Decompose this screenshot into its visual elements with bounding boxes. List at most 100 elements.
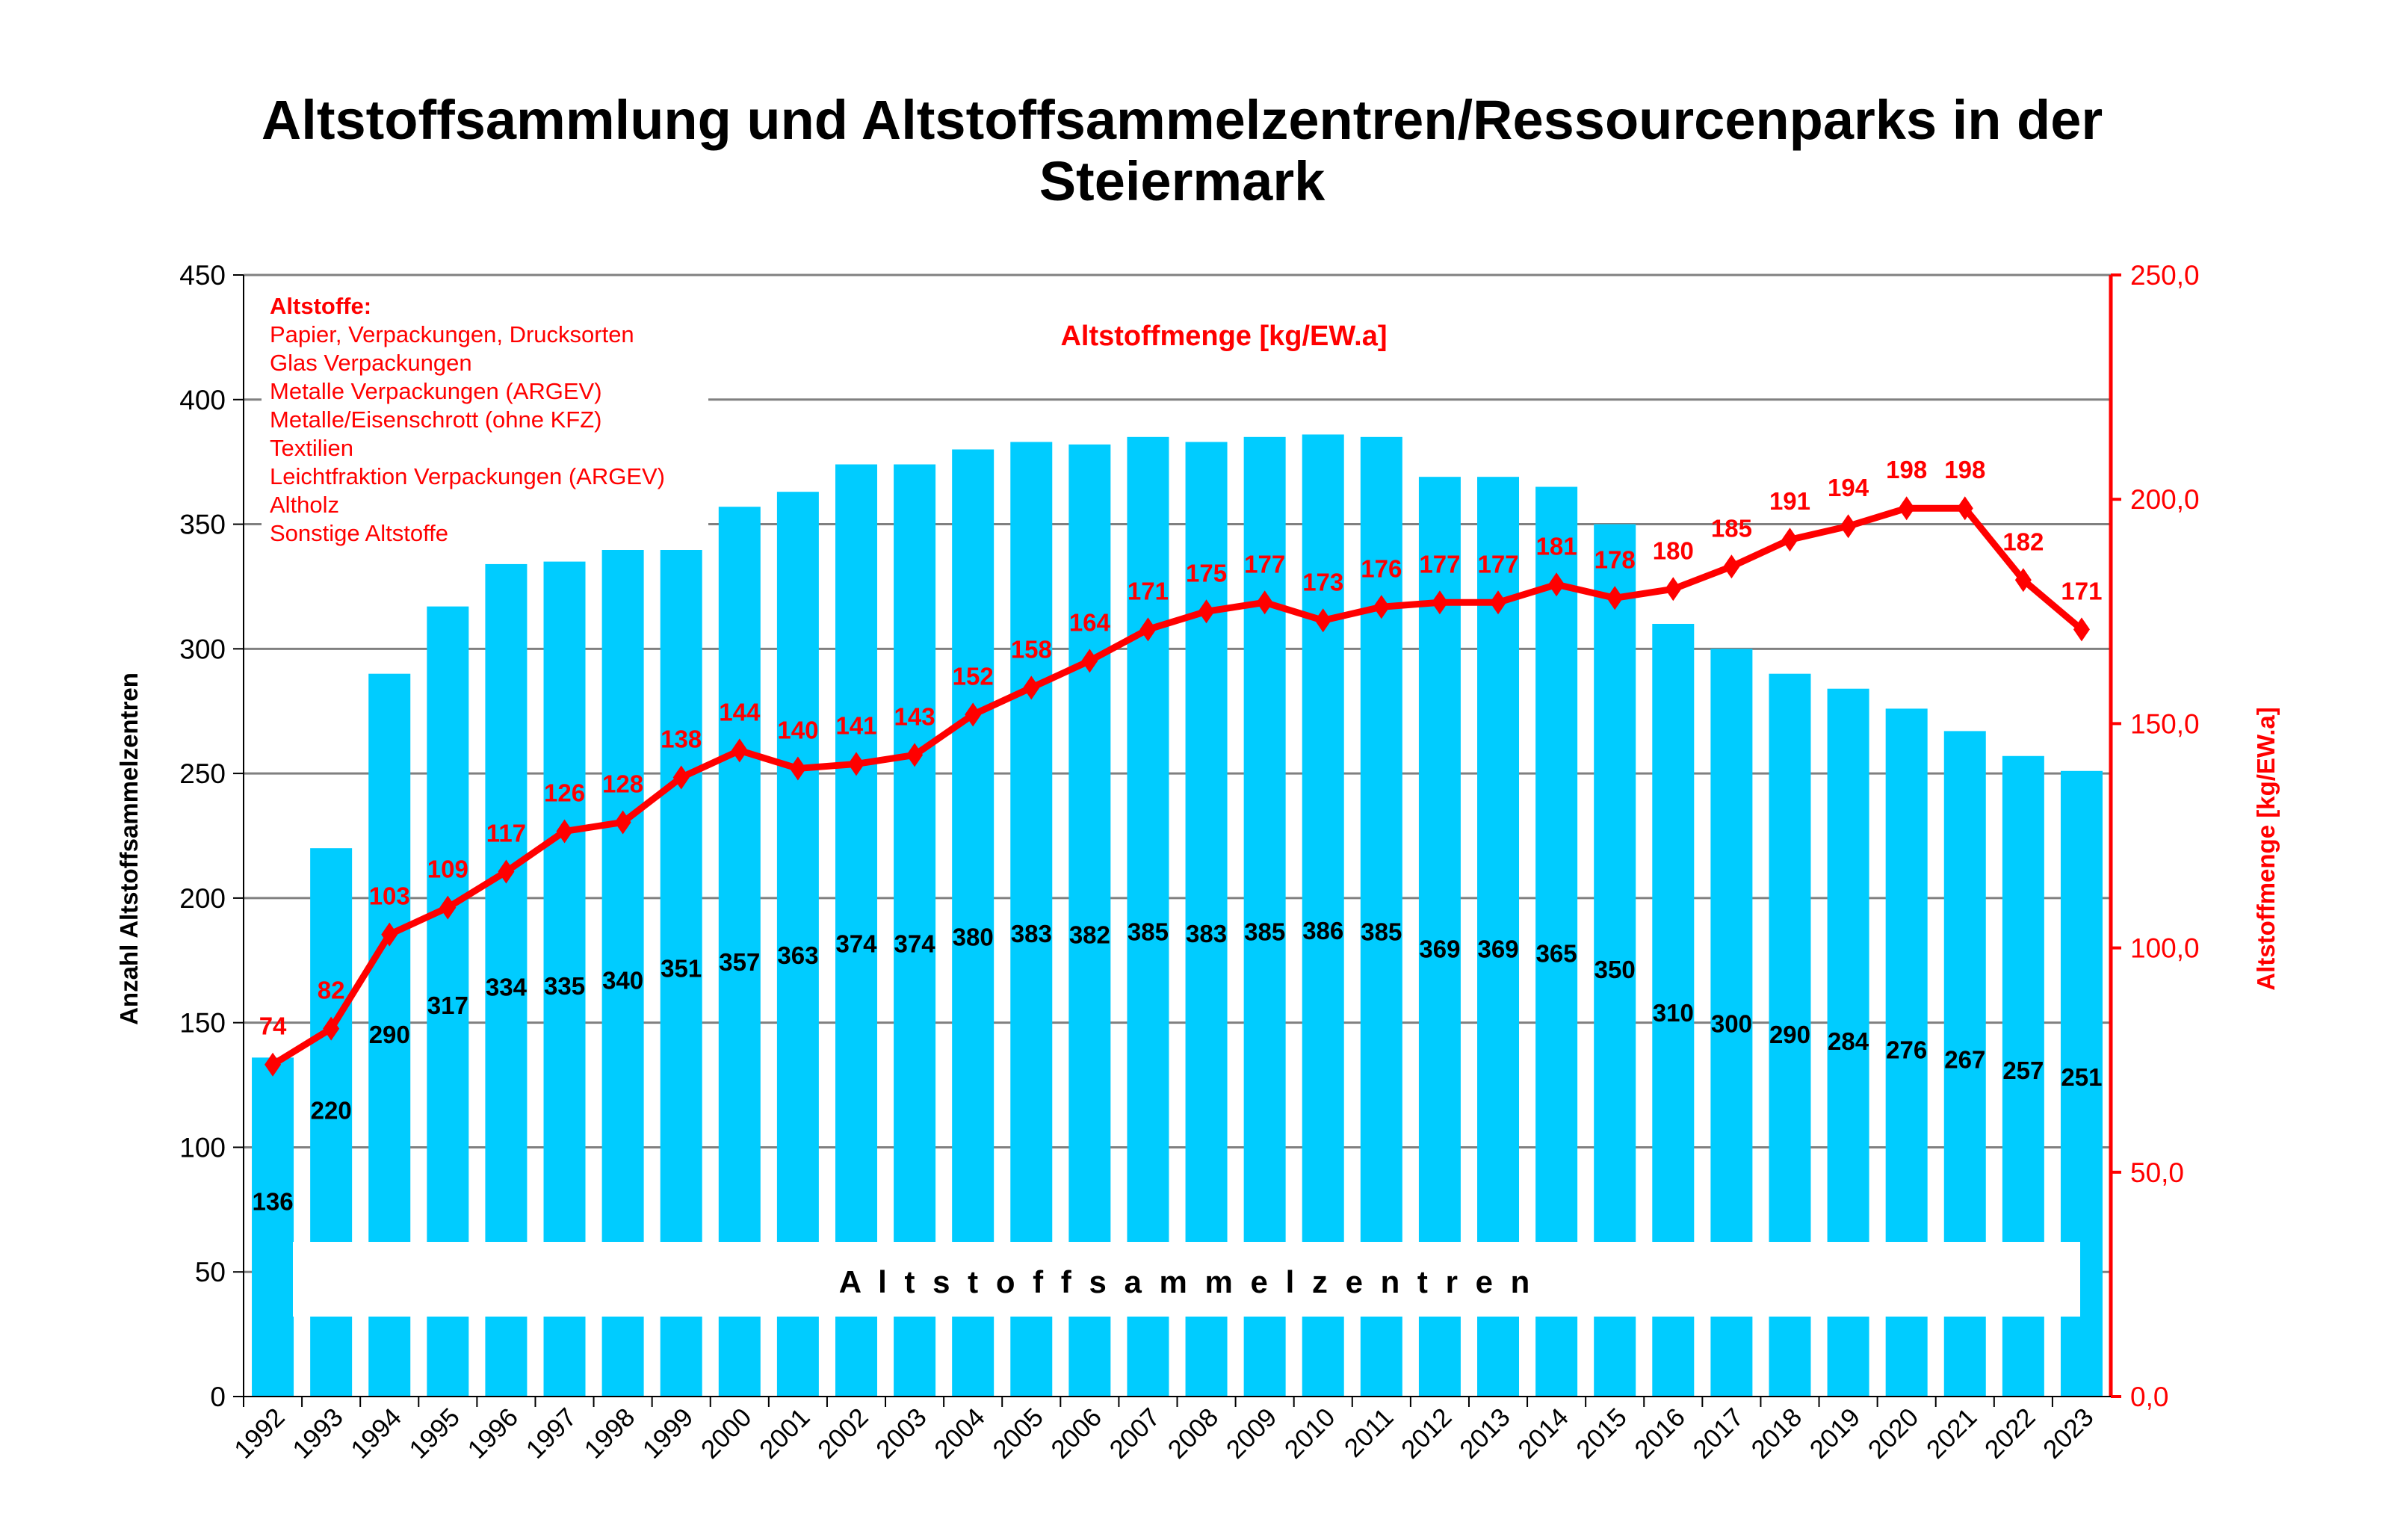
x-tick-label: 1999 xyxy=(637,1403,699,1465)
line-value-label: 138 xyxy=(661,725,702,752)
line-marker xyxy=(906,743,924,767)
line-value-label: 128 xyxy=(602,770,643,797)
legend-item: Metalle Verpackungen (ARGEV) xyxy=(270,378,602,404)
bar-value-label: 284 xyxy=(1828,1027,1869,1055)
bar-value-label: 267 xyxy=(1944,1046,1985,1074)
y-right-tick-label: 100,0 xyxy=(2130,933,2200,964)
line-marker xyxy=(1198,599,1215,624)
y-right-tick-label: 50,0 xyxy=(2130,1157,2184,1188)
line-marker xyxy=(1606,586,1624,610)
line-value-label: 82 xyxy=(318,977,345,1004)
line-marker xyxy=(1723,554,1740,579)
bar-value-label: 257 xyxy=(2002,1057,2044,1084)
y-left-tick-label: 250 xyxy=(179,758,226,789)
x-tick-label: 1996 xyxy=(462,1403,524,1465)
y-right-tick-label: 250,0 xyxy=(2130,260,2200,291)
line-marker xyxy=(556,819,573,844)
band-label: A l t s t o f f s a m m e l z e n t r e … xyxy=(839,1264,1535,1299)
line-value-label: 180 xyxy=(1653,536,1694,564)
bar-value-label: 334 xyxy=(486,973,528,1001)
bar xyxy=(1068,444,1111,1397)
bar-value-label: 383 xyxy=(1011,920,1052,947)
legend-heading: Altstoffe: xyxy=(270,293,371,319)
bar-value-label: 350 xyxy=(1594,956,1636,983)
line-marker xyxy=(965,702,982,727)
line-value-label: 178 xyxy=(1594,545,1636,573)
line-value-label: 182 xyxy=(2002,528,2044,555)
bar xyxy=(1302,434,1344,1397)
x-tick-label: 2022 xyxy=(1979,1403,2041,1465)
band-box xyxy=(293,1242,2080,1317)
bar-value-label: 385 xyxy=(1361,918,1402,945)
y-left-tick-label: 0 xyxy=(210,1382,226,1412)
bar-value-label: 385 xyxy=(1244,918,1285,945)
y-right-tick-label: 150,0 xyxy=(2130,708,2200,739)
bar-value-label: 383 xyxy=(1186,920,1227,947)
x-tick-label: 2008 xyxy=(1163,1403,1225,1465)
line-marker xyxy=(1256,590,1273,615)
x-tick-label: 2015 xyxy=(1571,1403,1633,1465)
y-axis-left-label: Anzahl Altstoffsammelzentren xyxy=(115,672,143,1025)
x-tick-label: 1992 xyxy=(229,1403,291,1465)
line-path xyxy=(270,504,2084,1068)
x-tick-label: 2023 xyxy=(2038,1403,2100,1465)
line-marker xyxy=(1840,514,1857,539)
y-left-tick-label: 350 xyxy=(179,510,226,540)
bar-value-label: 385 xyxy=(1128,918,1169,945)
line-value-label: 171 xyxy=(1128,577,1169,604)
legend-item: Sonstige Altstoffe xyxy=(270,520,448,546)
y-left-tick-label: 150 xyxy=(179,1008,226,1039)
line-value-label: 185 xyxy=(1711,514,1752,542)
x-tick-label: 2004 xyxy=(929,1403,991,1465)
x-tick-label: 1995 xyxy=(403,1403,465,1465)
line-marker xyxy=(381,922,398,947)
y-right-tick-label: 200,0 xyxy=(2130,484,2200,515)
bar-value-label: 369 xyxy=(1419,936,1460,963)
legend-item: Leichtfraktion Verpackungen (ARGEV) xyxy=(270,463,665,489)
x-tick-label: 2019 xyxy=(1804,1403,1866,1465)
line-marker xyxy=(1781,528,1798,552)
bar-value-label: 357 xyxy=(719,948,760,976)
line-marker xyxy=(1314,608,1331,633)
line-marker xyxy=(1665,577,1682,602)
legend-item: Metalle/Eisenschrott (ohne KFZ) xyxy=(270,406,602,433)
bar-value-label: 300 xyxy=(1711,1010,1752,1038)
bar-value-label: 290 xyxy=(369,1021,410,1048)
line-value-label: 143 xyxy=(894,702,935,730)
x-tick-label: 2010 xyxy=(1279,1403,1341,1465)
line-value-label: 171 xyxy=(2061,577,2102,604)
legend-item: Papier, Verpackungen, Drucksorten xyxy=(270,321,634,347)
x-tick-label: 2000 xyxy=(696,1403,758,1465)
bar-value-label: 380 xyxy=(953,924,994,951)
x-tick-label: 2005 xyxy=(987,1403,1049,1465)
line-marker xyxy=(731,738,748,763)
line-value-label: 177 xyxy=(1419,550,1460,578)
y-left-tick-label: 300 xyxy=(179,634,226,664)
line-marker xyxy=(498,859,515,884)
line-marker xyxy=(265,1052,282,1077)
line-series: 74 82 103 109 117 126 128 138 144 140 141 143 152 158… xyxy=(259,456,2102,1077)
line-value-label: 152 xyxy=(953,662,994,690)
line-marker xyxy=(847,752,864,776)
bar-value-label: 369 xyxy=(1477,936,1518,963)
x-tick-label: 2014 xyxy=(1512,1403,1574,1465)
line-value-label: 126 xyxy=(544,779,585,806)
line-value-label: 191 xyxy=(1769,487,1810,515)
bar-value-label: 310 xyxy=(1653,999,1694,1027)
bar-value-label: 363 xyxy=(777,941,818,969)
line-marker xyxy=(1081,649,1098,673)
line-value-label: 141 xyxy=(835,711,876,739)
line-value-label: 158 xyxy=(1011,635,1052,663)
x-tick-label: 1997 xyxy=(521,1403,583,1465)
y-left-tick-label: 200 xyxy=(179,883,226,914)
line-marker xyxy=(2073,617,2090,642)
line-series-title: Altstoffmenge [kg/EW.a] xyxy=(1060,321,1387,352)
x-tick-label: 2011 xyxy=(1339,1403,1399,1463)
x-tick-label: 2016 xyxy=(1629,1403,1691,1465)
bar xyxy=(1127,436,1169,1397)
line-value-label: 198 xyxy=(1886,456,1927,483)
x-tick-label: 1994 xyxy=(345,1403,407,1465)
line-value-label: 173 xyxy=(1302,568,1343,596)
bar-value-label: 386 xyxy=(1302,917,1343,944)
bar-value-label: 136 xyxy=(253,1188,294,1216)
